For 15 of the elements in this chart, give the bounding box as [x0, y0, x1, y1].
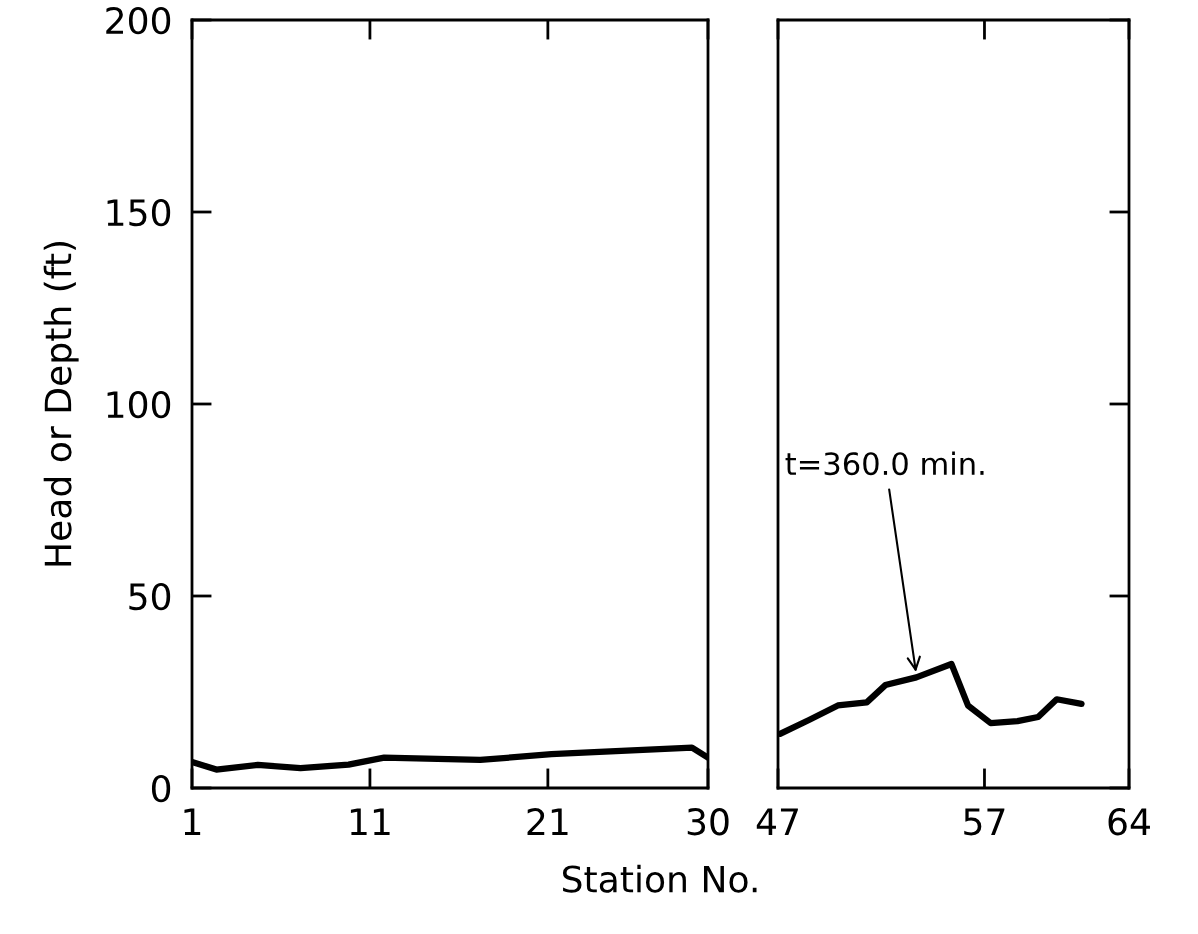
x-axis-title: Station No.	[562, 864, 757, 893]
x-tick-label: 47	[756, 808, 798, 835]
y-tick-label: 200	[106, 6, 171, 35]
y-tick-label: 0	[151, 774, 171, 803]
x-tick-label: 21	[527, 808, 568, 835]
annotation: t=360.0 min.	[785, 451, 984, 476]
y-axis-title: Head or Depth (ft)	[43, 242, 79, 566]
x-tick-label: 11	[350, 808, 390, 835]
x-tick-label: 30	[687, 808, 729, 836]
y-tick-label: 150	[107, 198, 171, 227]
y-tick-label: 50	[129, 582, 171, 611]
y-tick-label: 100	[107, 390, 171, 419]
x-tick-label: 57	[964, 808, 1005, 836]
x-tick-label: 1	[184, 808, 201, 835]
x-tick-label: 64	[1108, 808, 1150, 836]
